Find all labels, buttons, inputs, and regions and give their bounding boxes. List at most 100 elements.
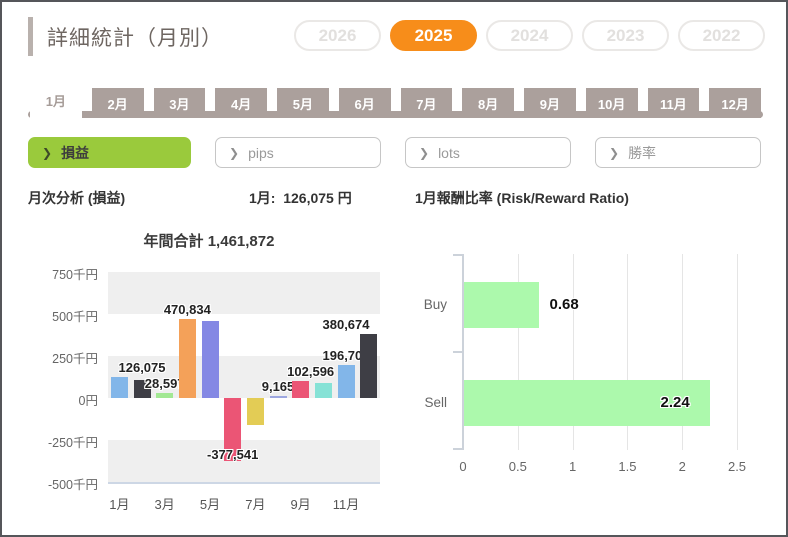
- chevron-right-icon: ❯: [609, 145, 620, 160]
- x-axis-label: 5月: [199, 497, 221, 512]
- year-pill-2022[interactable]: 2022: [678, 20, 765, 51]
- chevron-right-icon: ❯: [229, 145, 240, 160]
- x-axis-label: 3月: [154, 497, 175, 512]
- x-axis-label: 9月: [290, 497, 311, 512]
- right-section-title: 1月報酬比率 (Risk/Reward Ratio): [415, 190, 629, 206]
- month-tab-10[interactable]: 10月: [585, 88, 638, 118]
- month-tab-4[interactable]: 4月: [215, 88, 267, 118]
- bar-value-label: 28,597: [144, 376, 185, 392]
- monthly-bar-6月: [224, 398, 242, 462]
- month-tab-2[interactable]: 2月: [91, 88, 144, 118]
- grid-line: [517, 254, 519, 450]
- x-axis-label: 7月: [245, 497, 266, 512]
- category-label-buy: Buy: [423, 297, 447, 312]
- monthly-bar-8月: [269, 396, 287, 398]
- month-tab-8[interactable]: 8月: [462, 88, 514, 118]
- filter-win-rate-label: 勝率: [628, 144, 657, 161]
- risk-reward-plot-area: 0 0.5 1 1.5 2 2.5 Buy 0.68 Sell 2.24: [424, 254, 746, 474]
- year-selector: 2026 2025 2024 2023 2022: [294, 20, 765, 51]
- y-axis-label: -250千円: [47, 436, 98, 450]
- x-axis-label: 2: [678, 459, 686, 474]
- x-axis-label: 1月: [109, 497, 130, 512]
- monthly-profit-plot-area: 126,075 28,597 470,834 -377,541 9,165 102,596…: [108, 272, 380, 512]
- year-pill-2025[interactable]: 2025: [390, 20, 477, 51]
- month-tab-3[interactable]: 3月: [153, 88, 206, 118]
- chevron-right-icon: ❯: [42, 145, 53, 160]
- page-title: 詳細統計（月別）: [47, 27, 223, 50]
- x-axis-label: 1.5: [618, 459, 637, 474]
- filter-pips[interactable]: ❯ pips: [215, 137, 381, 168]
- filter-lots[interactable]: ❯ lots: [405, 137, 571, 168]
- x-axis-label: 2.5: [727, 459, 747, 474]
- bar-value-label: 470,834: [163, 301, 211, 317]
- x-axis-label: 0.5: [508, 459, 527, 474]
- category-label-sell: Sell: [424, 395, 447, 410]
- y-axis-label: 750千円: [52, 268, 98, 282]
- month-tab-strip: 1月 2月 3月 4月 5月 6月 7月 8月 9月 10月 11月 12月: [28, 83, 763, 118]
- y-axis-label: 500千円: [52, 310, 98, 324]
- month-tab-12[interactable]: 12月: [709, 88, 761, 118]
- annual-total-label: 年間合計 1,461,872: [143, 233, 275, 250]
- x-axis-label: 1: [568, 459, 577, 474]
- monthly-bar-4月: [178, 318, 196, 398]
- title-accent-bar: [28, 17, 33, 56]
- y-axis-tick: [453, 351, 463, 353]
- year-pill-2024[interactable]: 2024: [486, 20, 573, 51]
- plot-band: [108, 440, 380, 482]
- grid-line: [572, 254, 574, 450]
- grid-line: [737, 254, 738, 450]
- grid-line: [627, 254, 629, 450]
- left-section-title: 月次分析 (損益): [28, 190, 126, 206]
- filter-profit-loss[interactable]: ❯ 損益: [28, 137, 191, 168]
- month-tabs: 1月 2月 3月 4月 5月 6月 7月 8月 9月 10月 11月 12月: [30, 83, 761, 118]
- bar-value-label: 9,165: [261, 379, 295, 395]
- y-axis-label: 250千円: [52, 352, 98, 366]
- x-axis-label: 0: [459, 459, 467, 474]
- month-tab-11[interactable]: 11月: [647, 88, 700, 118]
- bar-value-label: 102,596: [287, 363, 335, 379]
- monthly-bar-11月: [337, 364, 355, 398]
- tab-strip-baseline: [28, 111, 763, 118]
- filter-pips-label: pips: [248, 144, 274, 161]
- monthly-bar-2月: [133, 379, 151, 398]
- year-pill-2023[interactable]: 2023: [582, 20, 669, 51]
- y-axis-label: -500千円: [47, 478, 98, 492]
- monthly-bar-7月: [246, 398, 264, 425]
- rr-value-buy: 0.68: [549, 296, 579, 313]
- month-total-value: 1月: 126,075 円: [249, 190, 352, 206]
- monthly-bar-1月: [110, 376, 128, 398]
- monthly-bar-5月: [201, 320, 219, 398]
- month-tab-5[interactable]: 5月: [277, 88, 329, 118]
- x-axis-label: 11月: [332, 497, 360, 512]
- month-tab-7[interactable]: 7月: [400, 88, 453, 118]
- bar-value-label: 380,674: [322, 317, 370, 333]
- filter-profit-loss-label: 損益: [61, 144, 90, 161]
- x-axis-line: [108, 482, 380, 484]
- chevron-right-icon: ❯: [419, 145, 430, 160]
- monthly-bar-3月: [156, 393, 174, 398]
- rr-bar-buy: [464, 282, 539, 328]
- monthly-profit-chart: 年間合計 1,461,872 126,075 28,597 470,834 -377,…: [28, 222, 390, 530]
- plot-band: [108, 272, 380, 314]
- filter-win-rate[interactable]: ❯ 勝率: [595, 137, 761, 168]
- month-tab-1[interactable]: 1月: [30, 83, 82, 118]
- y-axis-tick: [453, 448, 463, 450]
- y-axis-label: 0円: [78, 394, 98, 408]
- monthly-bar-10月: [314, 382, 332, 398]
- grid-line: [682, 254, 684, 450]
- bar-value-label: 126,075: [118, 359, 166, 375]
- bar-value-label: 196,705: [322, 347, 370, 363]
- rr-bar-sell: [464, 380, 710, 426]
- month-tab-9[interactable]: 9月: [524, 88, 576, 118]
- y-axis-tick: [453, 254, 463, 256]
- plot-band: [108, 356, 380, 398]
- year-pill-2026[interactable]: 2026: [294, 20, 381, 51]
- rr-value-sell: 2.24: [660, 394, 690, 411]
- metric-filter-row: ❯ 損益 ❯ pips ❯ lots ❯ 勝率: [28, 137, 763, 168]
- monthly-bar-12月: [360, 334, 378, 398]
- risk-reward-chart: 0 0.5 1 1.5 2 2.5 Buy 0.68 Sell 2.24: [415, 238, 765, 498]
- bar-value-label: -377,541: [206, 447, 259, 463]
- month-tab-6[interactable]: 6月: [338, 88, 391, 118]
- y-axis-line: [462, 254, 464, 450]
